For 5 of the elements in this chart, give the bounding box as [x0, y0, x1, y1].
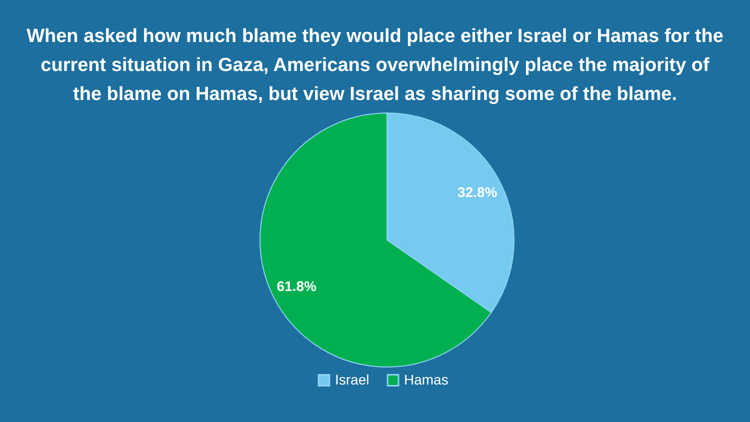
legend-label: Israel — [335, 371, 370, 388]
legend-label: Hamas — [404, 371, 448, 388]
chart-title: When asked how much blame they would place either Israel or Hamas for the current situation in Gaza, Americans overwhelmingly place the majority of the blame on Hamas, but view Israel as sharing some of the blame. — [26, 26, 724, 105]
data-label: 61.8% — [276, 278, 317, 294]
data-label: 32.8% — [458, 184, 498, 200]
